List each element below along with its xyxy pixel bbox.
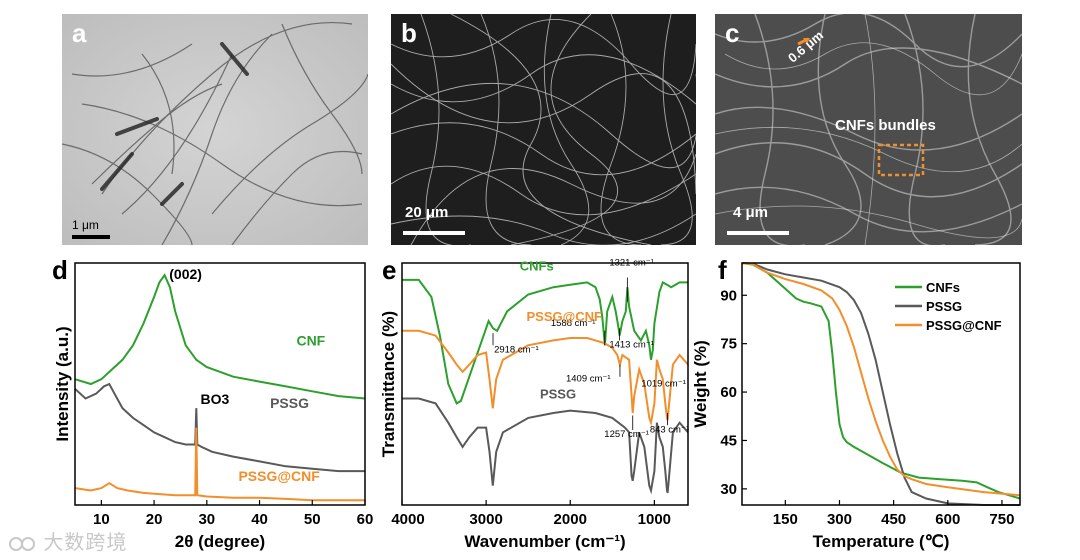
series-line-pssgcnf	[742, 263, 1020, 495]
x-tick-label: 3000	[469, 511, 502, 528]
panel-label-f: f	[718, 255, 727, 286]
scale-bar-label: 4 μm	[733, 204, 768, 221]
x-tick-label: 600	[935, 511, 960, 528]
chart-panel-f: 150 300 450 600 750 30 45 60 75 90 Temperature (℃)…	[690, 255, 1035, 555]
peak-annotation: 1413 cm⁻¹	[609, 340, 654, 351]
tem-image	[62, 14, 368, 245]
y-axis-label: Weight (%)	[691, 340, 710, 428]
peak-annotation: (002)	[169, 266, 202, 282]
series-line-pssg	[402, 399, 688, 493]
x-tick-label: 300	[827, 511, 852, 528]
panel-label-c: c	[725, 18, 739, 49]
x-tick-label: 450	[881, 511, 906, 528]
peak-annotation: 1321 cm⁻¹	[609, 257, 654, 268]
series-label: CNFs	[520, 258, 554, 273]
micrograph-c: c 0.6 μm CNFs bundles 4 μm	[715, 14, 1022, 245]
y-tick-label: 75	[720, 336, 737, 353]
legend-label: PSSG@CNF	[926, 318, 1002, 333]
y-tick-label: 45	[720, 432, 737, 449]
y-axis-label: Intensity (a.u.)	[53, 326, 72, 441]
micrograph-b: b 20 μm	[391, 14, 696, 245]
legend-label: CNFs	[926, 280, 960, 295]
x-tick-label: 50	[304, 511, 321, 528]
series-label: CNF	[296, 332, 325, 348]
x-tick-label: 1000	[638, 511, 671, 528]
x-tick-label: 20	[146, 511, 163, 528]
y-tick-label: 60	[720, 384, 737, 401]
peak-annotation: 1409 cm⁻¹	[566, 374, 611, 385]
series-label: PSSG	[540, 387, 576, 402]
chart-panel-e: 4000 3000 2000 1000 Wavenumber (cm⁻¹) Transmi…	[370, 255, 700, 555]
micrograph-a: a 1 μm	[62, 14, 368, 245]
peak-annotation: 1019 cm⁻¹	[641, 378, 686, 389]
x-tick-label: 40	[251, 511, 268, 528]
x-tick-label: 150	[773, 511, 798, 528]
peak-annotation: 1257 cm⁻¹	[604, 429, 649, 440]
y-tick-label: 30	[720, 481, 737, 498]
scale-bar-label: 1 μm	[72, 218, 99, 232]
cnf-bundles-label: CNFs bundles	[835, 117, 936, 134]
y-axis-label: Transmittance (%)	[379, 311, 398, 457]
panel-label-e: e	[382, 255, 396, 286]
scale-bar-label: 20 μm	[405, 204, 448, 221]
y-tick-label: 90	[720, 287, 737, 304]
series-line-pssgcnf	[75, 428, 365, 501]
peak-annotation: 2918 cm⁻¹	[494, 345, 539, 356]
series-label: PSSG@CNF	[526, 309, 602, 324]
series-label: PSSG	[270, 395, 309, 411]
panel-label-d: d	[52, 255, 68, 286]
x-axis-label: 2θ (degree)	[175, 532, 265, 551]
watermark-logo: 大数跨境	[8, 526, 127, 555]
x-tick-label: 2000	[554, 511, 587, 528]
legend-label: PSSG	[926, 299, 962, 314]
ftir-chart: 4000 3000 2000 1000 Wavenumber (cm⁻¹) Transmi…	[370, 255, 700, 555]
x-tick-label: 750	[989, 511, 1014, 528]
panel-label-b: b	[401, 18, 417, 49]
series-line-pssg	[742, 263, 1020, 505]
x-tick-label: 4000	[391, 511, 424, 528]
panel-label-a: a	[72, 18, 86, 49]
x-axis-label: Temperature (℃)	[813, 532, 950, 551]
watermark-icon	[8, 534, 36, 554]
x-tick-label: 30	[198, 511, 215, 528]
peak-annotation: BO3	[200, 391, 229, 407]
peak-annotation: 843 cm⁻¹	[650, 424, 689, 435]
tga-chart: 150 300 450 600 750 30 45 60 75 90 Temperature (℃)…	[690, 255, 1035, 555]
series-label: PSSG@CNF	[238, 468, 320, 484]
x-axis-label: Wavenumber (cm⁻¹)	[464, 532, 625, 551]
